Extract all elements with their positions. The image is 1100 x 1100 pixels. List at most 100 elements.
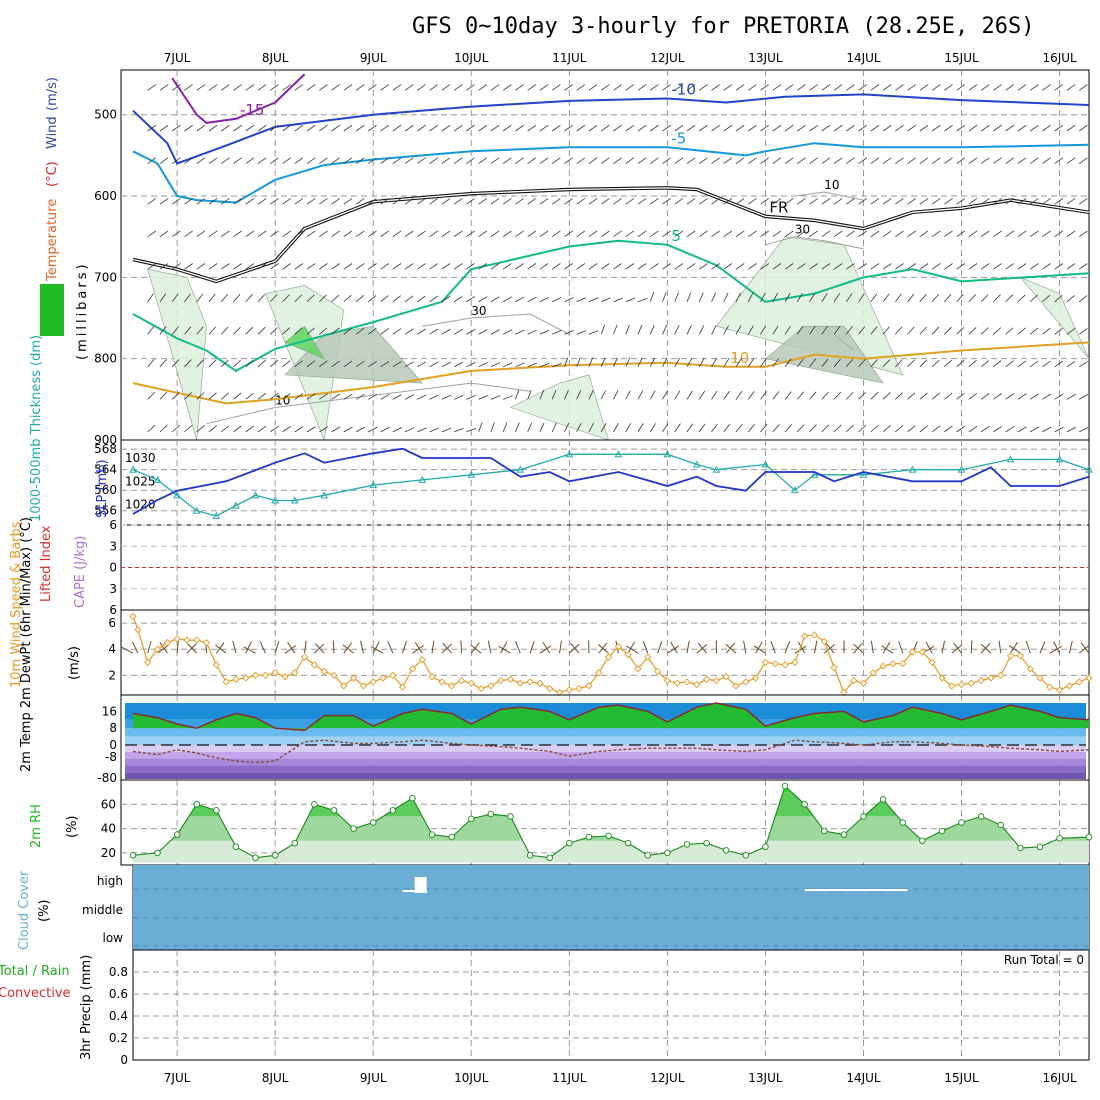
wind-barb	[957, 231, 965, 237]
wind10-point	[959, 682, 965, 688]
wind-barb	[442, 125, 450, 131]
wind10-point	[213, 662, 219, 668]
pressure-tick: 600	[94, 189, 117, 203]
wind-barb	[1018, 125, 1026, 131]
wind-barb	[1018, 231, 1026, 237]
wind-barb	[1006, 427, 1014, 432]
wind-barb	[491, 396, 500, 400]
wind-barb	[871, 125, 879, 131]
wind-barb	[687, 125, 695, 131]
wind10-barb	[643, 641, 648, 653]
wind-barb	[969, 85, 977, 91]
wind-barb	[491, 297, 500, 302]
wind-barb	[883, 294, 889, 302]
wind-barb	[699, 231, 707, 237]
x-tick-label-top: 14JUL	[846, 51, 881, 65]
x-tick-label-top: 15JUL	[944, 51, 979, 65]
x-tick-label-top: 7JUL	[164, 51, 191, 65]
wind-barb	[184, 231, 192, 237]
wind10-point	[184, 637, 190, 643]
wind-barb	[319, 198, 327, 204]
wind-barb	[920, 327, 927, 334]
wind-barb	[748, 198, 756, 204]
pressure-tick: 700	[94, 270, 117, 284]
rh-point	[704, 840, 710, 846]
wind-barb	[908, 198, 916, 204]
wind-barb	[307, 85, 315, 91]
wind-barb	[1067, 394, 1076, 399]
lifted-index-cape-panel: 63036Lifted Index CAPE (J/kg)	[39, 518, 1089, 617]
wind-barb	[687, 263, 695, 269]
wind-barb	[270, 327, 277, 334]
wind-barb	[381, 328, 389, 334]
wind10-point	[792, 659, 798, 665]
wind-barb	[650, 292, 654, 301]
wind-barb	[944, 426, 952, 432]
wind-barb	[859, 392, 866, 399]
wind-barb	[908, 125, 916, 131]
wind-barb	[993, 85, 1001, 91]
rh-point	[978, 814, 984, 820]
wind-barb	[417, 296, 425, 302]
wind-barb	[1055, 85, 1063, 91]
wind-barb	[332, 263, 340, 269]
wind-barb	[503, 158, 511, 164]
x-tick-label-top: 13JUL	[748, 51, 783, 65]
wind-barb	[1018, 85, 1026, 91]
wind-barb	[405, 158, 413, 164]
wind-barb	[442, 395, 451, 399]
isotherm-label: -15	[240, 101, 265, 119]
wind-barb	[442, 428, 451, 432]
wind10-barb	[687, 641, 689, 653]
slp-line	[133, 449, 1089, 514]
wind-barb	[381, 125, 389, 131]
wind-barb	[1030, 85, 1038, 91]
wind-barb	[957, 426, 965, 432]
slp-tick: 1030	[125, 451, 156, 465]
wind-barb	[773, 392, 779, 400]
wind-barb	[699, 263, 707, 269]
wind-barb	[503, 198, 511, 204]
wind-barb	[712, 125, 720, 131]
wind-barb	[662, 325, 666, 334]
upper-yunit: (millibars)	[75, 261, 90, 360]
wind-barb	[454, 428, 463, 432]
wind-barb	[932, 426, 940, 432]
wind-barb	[148, 392, 155, 399]
wind-barb	[258, 393, 266, 399]
wind10-point	[517, 680, 523, 686]
wind-barb	[552, 158, 560, 164]
wind-barb	[810, 85, 818, 91]
wind-barb	[773, 158, 781, 164]
wind-barb	[479, 231, 487, 237]
wind-barb	[761, 125, 769, 131]
wind-barb	[234, 125, 242, 131]
wind-barb	[503, 231, 511, 237]
wind-barb	[944, 231, 952, 237]
wind-barb	[650, 85, 658, 91]
wind-barb	[883, 327, 889, 335]
rh-point	[723, 848, 729, 854]
wind-barb	[344, 198, 352, 204]
wind10-point	[674, 680, 680, 686]
freezing-level-inner	[133, 188, 1089, 282]
meteogram: GFS 0~10day 3-hourly for PRETORIA (28.25…	[0, 0, 1100, 1100]
wind-barb	[479, 363, 488, 367]
wind-barb	[736, 424, 742, 432]
wind-barb	[466, 85, 474, 91]
x-tick-label-top: 11JUL	[552, 51, 587, 65]
wind-barb	[270, 158, 278, 164]
x-tick-label-bottom: 14JUL	[846, 1071, 881, 1085]
li-tick: 3	[109, 582, 117, 596]
wind-barb	[295, 158, 303, 164]
rh-point	[331, 808, 337, 814]
wind-barb	[981, 328, 988, 335]
rh-point	[880, 797, 886, 803]
wind-barb	[846, 425, 853, 432]
rh-area-band	[133, 786, 1089, 862]
rh-point	[468, 816, 474, 822]
wind-barb	[209, 360, 216, 367]
wind-barb	[184, 263, 192, 269]
wind10-point	[370, 679, 376, 685]
wind-barb	[993, 295, 1000, 302]
